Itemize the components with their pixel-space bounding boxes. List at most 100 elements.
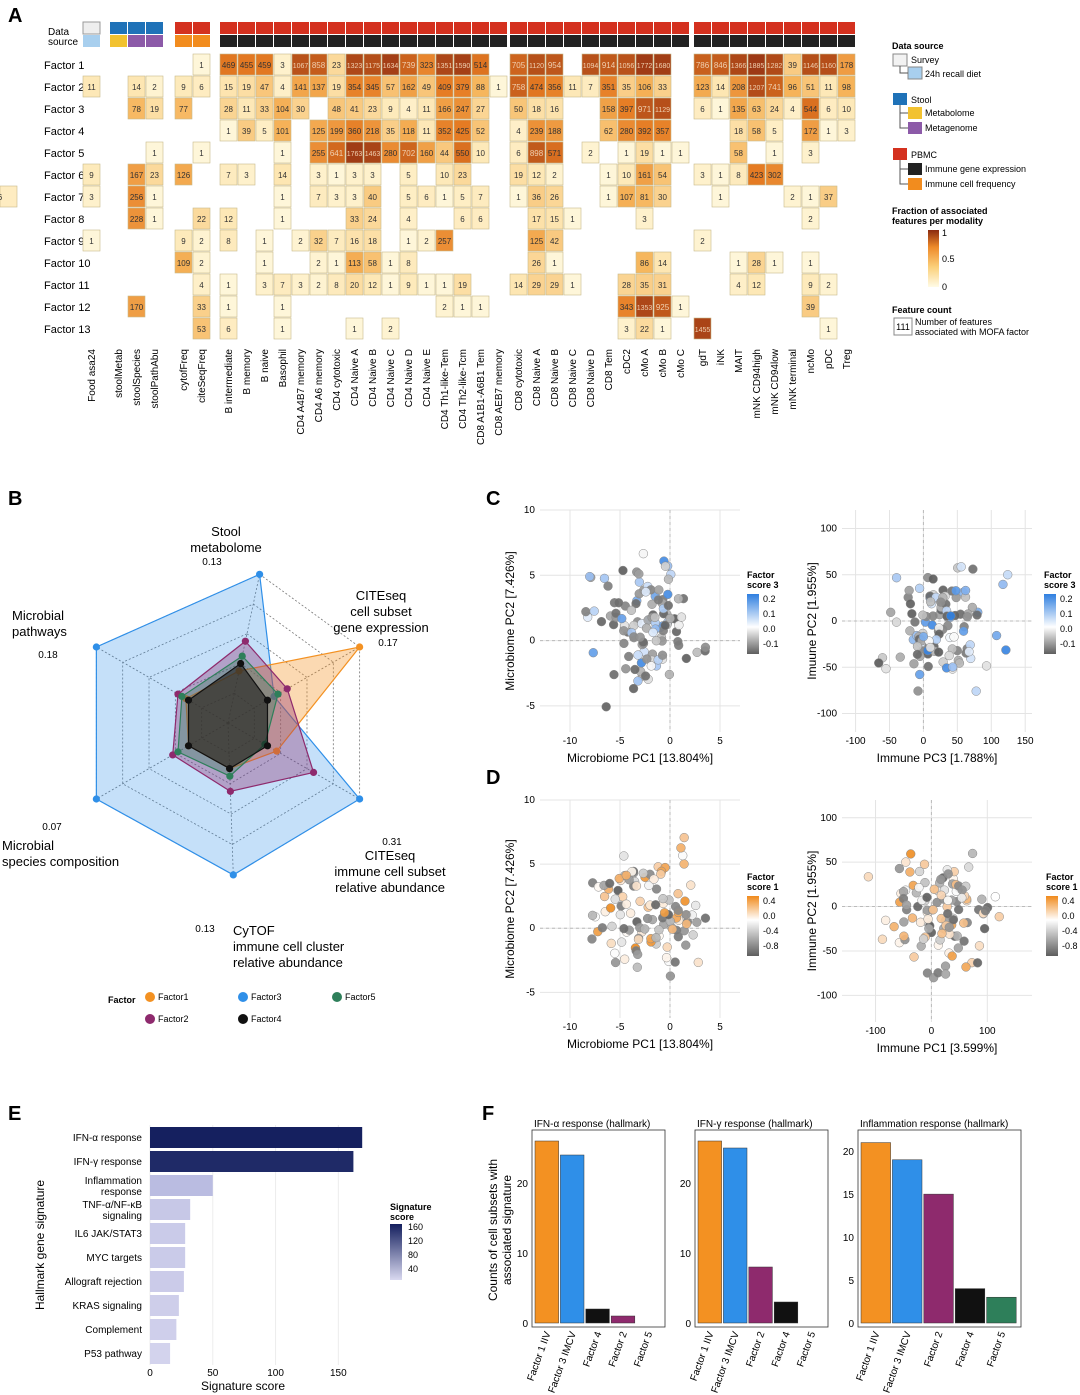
heatmap-cell	[765, 97, 784, 120]
column-label: stoolSpecies	[132, 349, 143, 406]
heatmap-cell	[145, 97, 164, 120]
scatter-point	[863, 872, 874, 882]
heatmap-cell	[653, 317, 672, 340]
scatter-point	[638, 868, 648, 878]
signature-label: MYC targets	[86, 1253, 142, 1264]
heatmap-cell	[345, 273, 364, 296]
bar-x-tick: 100	[267, 1368, 284, 1379]
scatter-point	[654, 585, 664, 595]
data-source-bottom-cell	[292, 35, 309, 47]
scatter-point	[971, 686, 981, 696]
heatmap-value: 3	[808, 149, 813, 158]
heatmap-value: 9	[808, 281, 813, 290]
heatmap-cell	[693, 53, 712, 76]
heatmap-cell	[381, 141, 400, 164]
heatmap-cell	[545, 229, 564, 252]
heatmap-value: 24	[368, 215, 377, 224]
scatter-x-tick: -5	[616, 736, 625, 747]
radar-axis-max: 0.17	[378, 638, 398, 649]
column-label: B naive	[260, 349, 271, 383]
heatmap-cell	[417, 273, 436, 296]
column-label: CD8 cytotoxic	[514, 349, 525, 411]
heatmap-cell	[145, 75, 164, 98]
heatmap-cell	[381, 317, 400, 340]
heatmap-value: 63	[752, 105, 761, 114]
heatmap-cell	[453, 75, 472, 98]
scatter-colorbar	[1046, 896, 1058, 956]
heatmap-cell	[192, 251, 211, 274]
data-source-bottom-cell	[838, 35, 855, 47]
heatmap-value: 9	[181, 83, 186, 92]
legend-count-title: Feature count	[892, 305, 952, 315]
heatmap-value: 255	[312, 149, 326, 158]
heatmap-value: 858	[312, 61, 326, 70]
heatmap-cell	[617, 317, 636, 340]
heatmap-value: 218	[366, 127, 380, 136]
heatmap-cell	[127, 97, 146, 120]
scatter-point	[621, 899, 632, 909]
count-bar	[585, 1308, 610, 1324]
data-source-bottom-cell	[128, 35, 145, 47]
heatmap-cell	[363, 75, 382, 98]
heatmap-value: 18	[734, 127, 743, 136]
heatmap-cell	[819, 53, 838, 76]
scatter-point	[638, 549, 649, 559]
heatmap-value: 1	[152, 215, 157, 224]
heatmap-cell	[309, 53, 328, 76]
scatter-point	[700, 913, 711, 923]
heatmap-value: 5	[460, 193, 465, 202]
radar-axis-label: CITEseq	[356, 588, 407, 603]
heatmap-value: 35	[386, 127, 395, 136]
factor-row-label: Factor 4	[44, 126, 84, 138]
scatter-point	[962, 612, 972, 622]
scatter-point	[619, 923, 629, 934]
heatmap-value: 4	[406, 105, 411, 114]
heatmap-cell	[219, 97, 238, 120]
heatmap-cell	[653, 75, 672, 98]
heatmap-value: 7	[588, 83, 593, 92]
scatter-point	[891, 617, 902, 627]
scatter-point	[615, 910, 625, 920]
heatmap-value: 2	[808, 215, 813, 224]
legend-metabolome: Metabolome	[925, 108, 975, 118]
heatmap-value: 739	[402, 61, 416, 70]
heatmap-value: 1	[496, 83, 501, 92]
scatter-y-tick: 100	[820, 813, 837, 824]
subplot-x-label: Factor 1 IIV	[689, 1330, 717, 1383]
scatter-legend-title: score 1	[747, 882, 779, 892]
heatmap-value: 360	[348, 127, 362, 136]
column-label: CD4 cytotoxic	[332, 349, 343, 411]
radar-legend-label: Factor3	[251, 992, 282, 1002]
scatter-point	[946, 611, 956, 621]
heatmap-value: 6	[516, 149, 521, 158]
data-source-top-cell	[472, 22, 489, 34]
heatmap-cell	[309, 273, 328, 296]
heatmap-value: 1	[660, 149, 665, 158]
scatter-x-tick: 0	[667, 736, 673, 747]
heatmap-cell	[453, 97, 472, 120]
heatmap-cell	[599, 97, 618, 120]
column-label: cytofFreq	[179, 349, 190, 391]
heatmap-cell	[399, 229, 418, 252]
heatmap-cell	[273, 317, 292, 340]
heatmap-value: 1175	[365, 63, 380, 70]
heatmap-cell	[309, 141, 328, 164]
heatmap-cell	[192, 295, 211, 318]
scatter-x-label: Immune PC1 [3.599%]	[877, 1041, 998, 1055]
heatmap-cell	[127, 295, 146, 318]
radar-point-factor4	[225, 764, 234, 773]
panel-f-bars: IFN-α response (hallmark) 0 10 20 Factor 1 I…	[486, 1119, 1022, 1395]
heatmap-cell	[435, 141, 454, 164]
data-source-top-cell	[292, 22, 309, 34]
heatmap-cell	[545, 273, 564, 296]
heatmap-value: 1	[280, 193, 285, 202]
heatmap-cell	[819, 75, 838, 98]
heatmap-cell	[729, 141, 748, 164]
heatmap-cell	[653, 97, 672, 120]
scatter-point	[901, 900, 912, 910]
heatmap-cell	[327, 229, 346, 252]
heatmap-value: 14	[514, 281, 523, 290]
heatmap-cell	[363, 273, 382, 296]
scatter-point	[693, 957, 703, 968]
